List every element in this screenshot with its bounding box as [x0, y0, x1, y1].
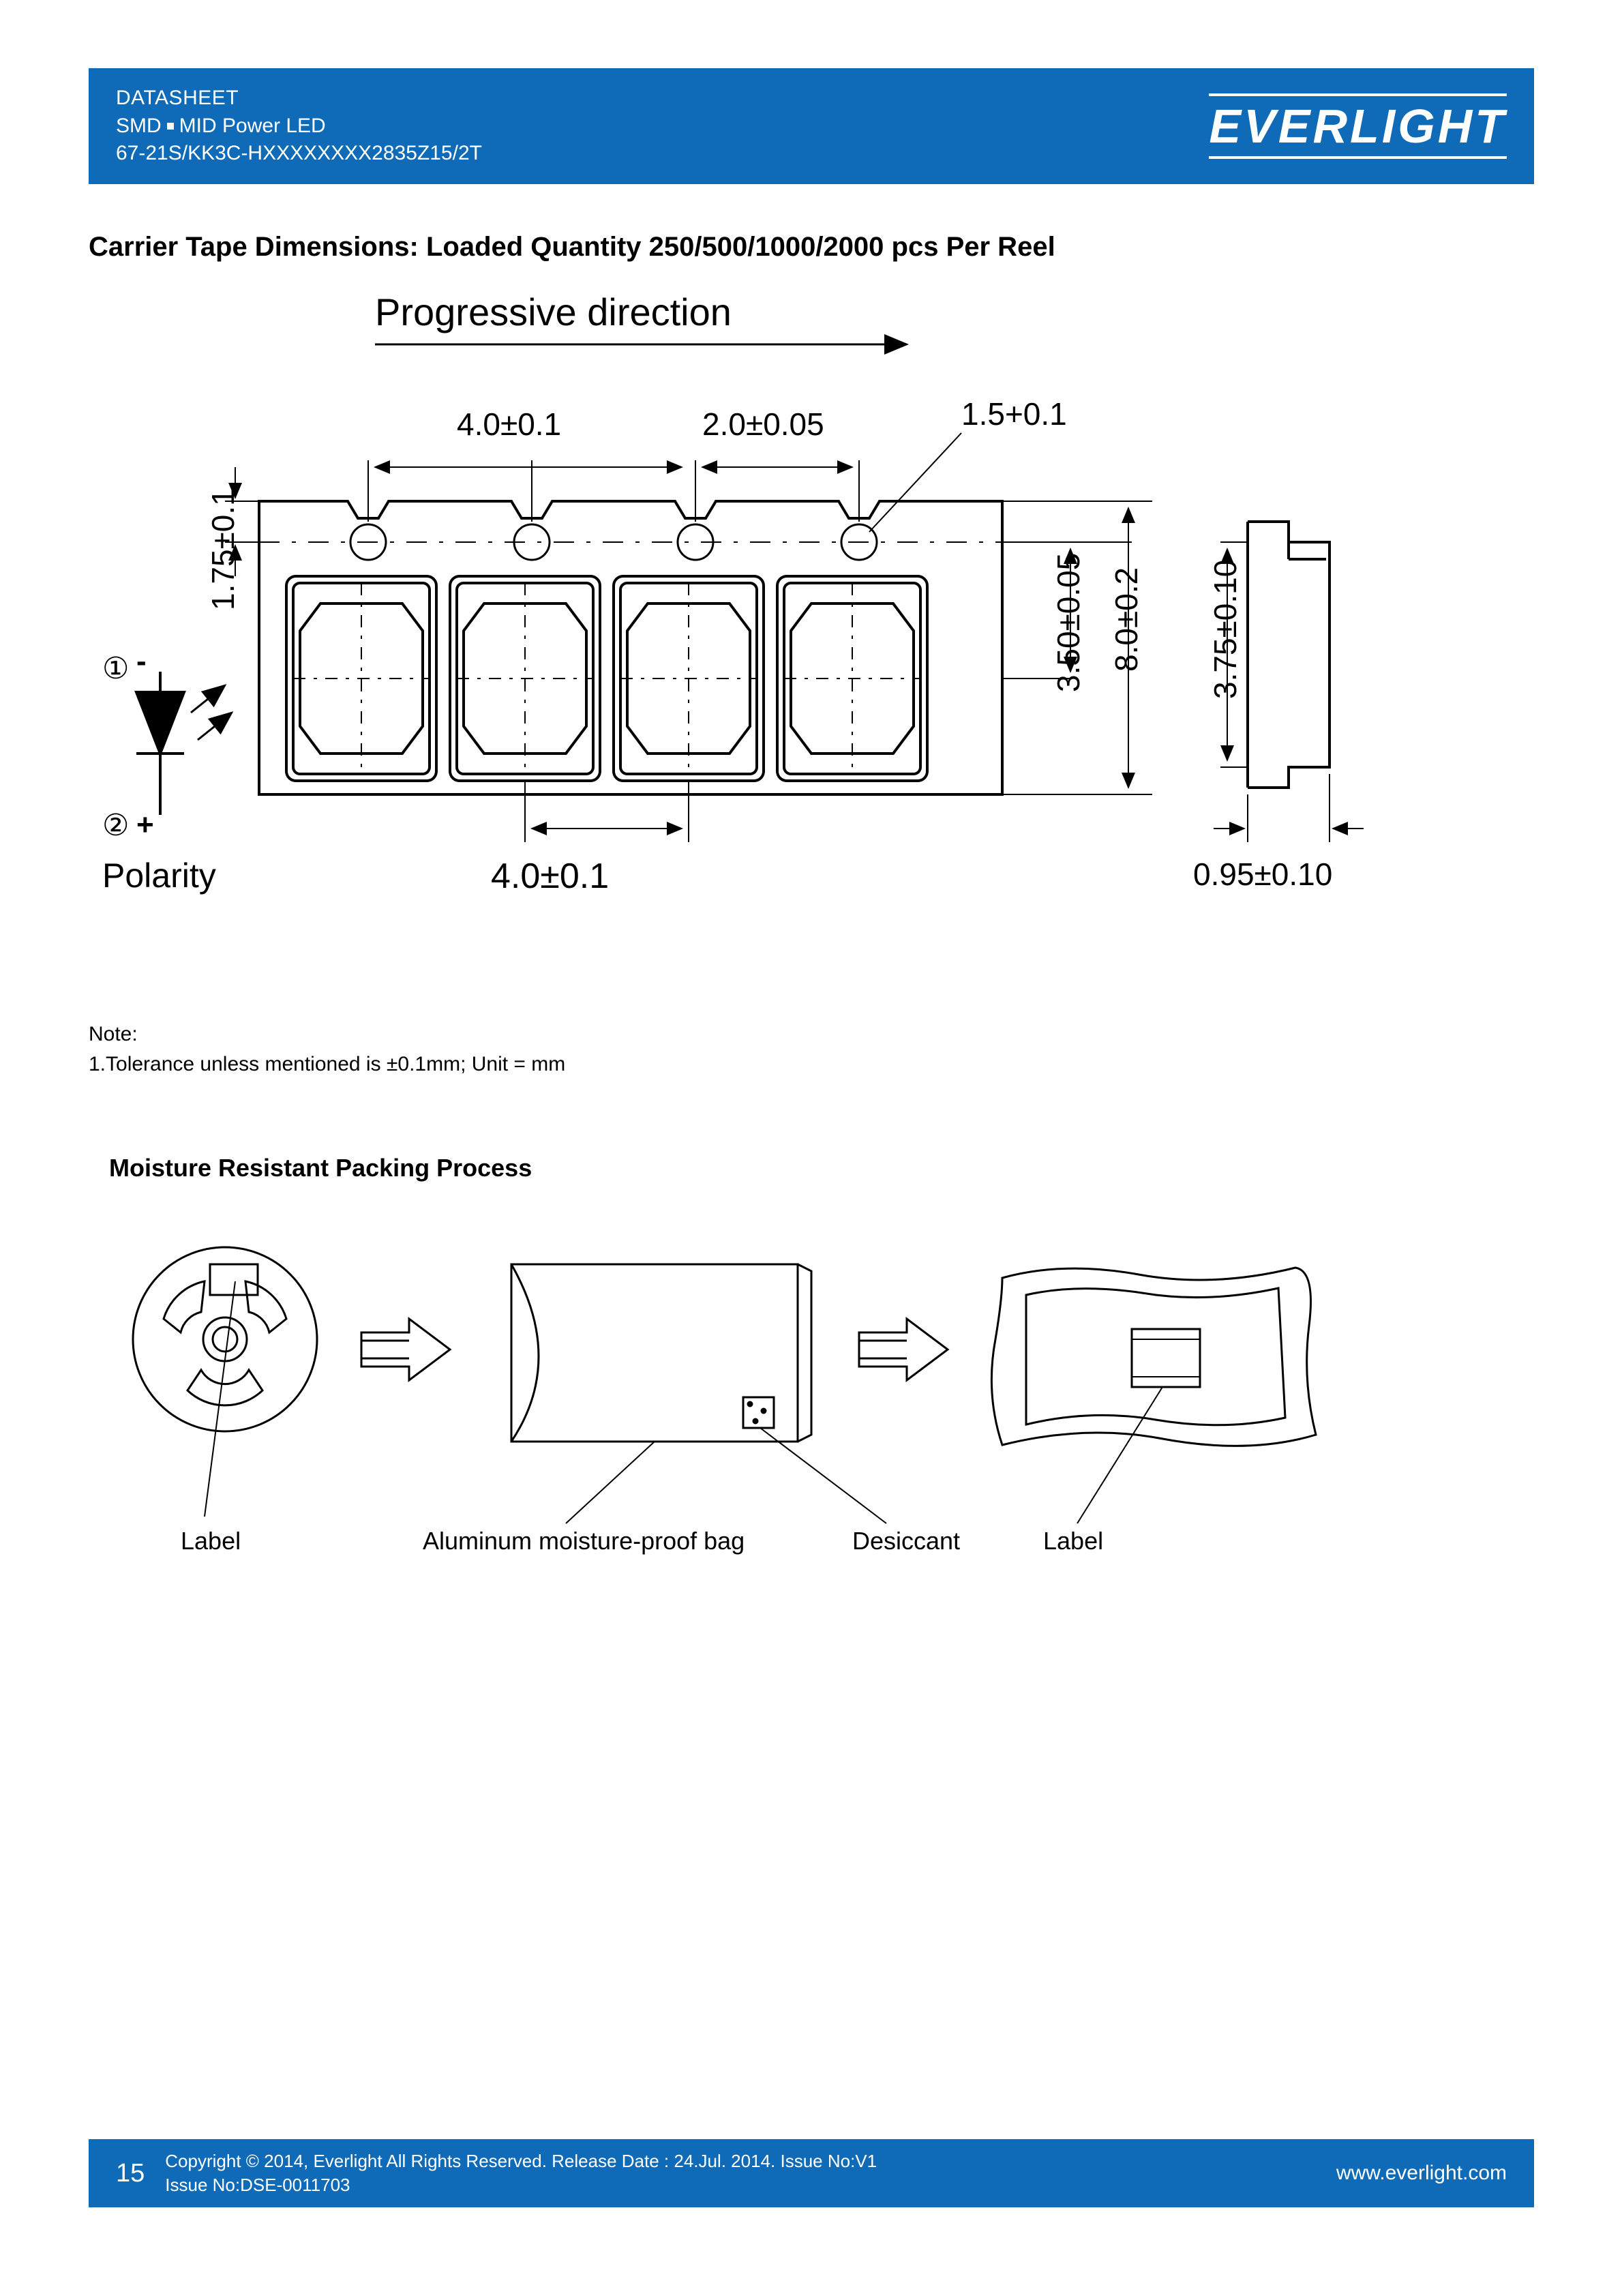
everlight-logo: EVERLIGHT — [1209, 93, 1507, 159]
pack-label-reel: Label — [181, 1527, 241, 1555]
header-line1: DATASHEET — [116, 85, 482, 113]
note-line1: 1.Tolerance unless mentioned is ±0.1mm; … — [89, 1053, 565, 1075]
footer-bar: 15 Copyright © 2014, Everlight All Right… — [89, 2139, 1534, 2207]
note-block: Note: 1.Tolerance unless mentioned is ±0… — [89, 1019, 1534, 1079]
header-line2: SMD MID Power LED — [116, 113, 482, 140]
carrier-tape-diagram: Progressive direction 4.0±0.1 2.0±0.05 1… — [89, 290, 1480, 938]
header-line2a: SMD — [116, 115, 162, 137]
footer-text: Copyright © 2014, Everlight All Rights R… — [165, 2149, 1336, 2197]
pack-label-bag: Aluminum moisture-proof bag — [423, 1527, 745, 1555]
header-line3: 67-21S/KK3C-HXXXXXXXX2835Z15/2T — [116, 140, 482, 168]
pack-label-label2: Label — [1043, 1527, 1103, 1555]
footer-issue: Issue No:DSE-0011703 — [165, 2175, 350, 2195]
packing-svg — [89, 1223, 1480, 1578]
page-number: 15 — [116, 2159, 145, 2188]
carrier-tape-title: Carrier Tape Dimensions: Loaded Quantity… — [89, 232, 1534, 263]
packing-title: Moisture Resistant Packing Process — [109, 1154, 1534, 1182]
header-bar: DATASHEET SMD MID Power LED 67-21S/KK3C-H… — [89, 68, 1534, 184]
pack-label-desiccant: Desiccant — [852, 1527, 960, 1555]
header-line2b: MID Power LED — [179, 115, 326, 137]
footer-copyright: Copyright © 2014, Everlight All Rights R… — [165, 2151, 877, 2171]
bullet-icon — [167, 123, 174, 130]
footer-url: www.everlight.com — [1336, 2162, 1507, 2185]
note-heading: Note: — [89, 1023, 138, 1045]
tape-svg — [89, 290, 1480, 938]
header-text: DATASHEET SMD MID Power LED 67-21S/KK3C-H… — [116, 85, 482, 168]
packing-diagram: Label Aluminum moisture-proof bag Desicc… — [89, 1223, 1480, 1632]
